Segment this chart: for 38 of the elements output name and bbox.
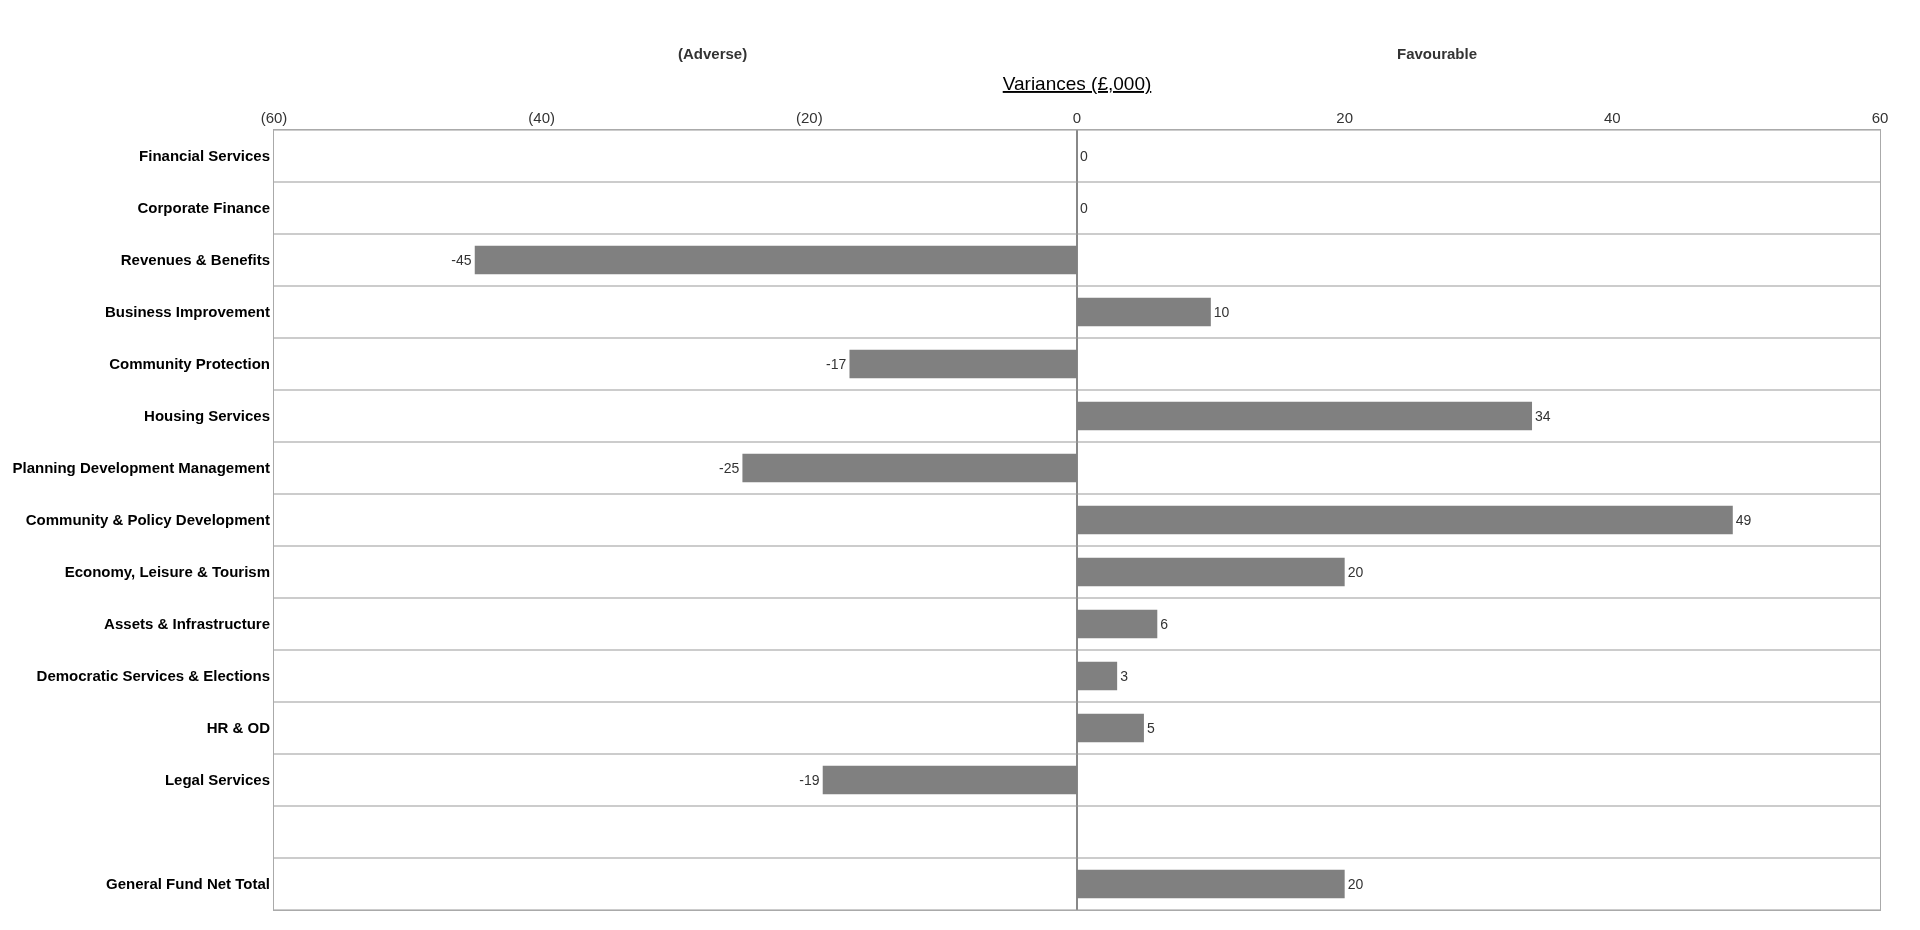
data-label: -25: [718, 460, 740, 476]
chart-title: Variances (£,000): [1002, 73, 1152, 94]
data-label: 0: [1080, 200, 1088, 216]
y-tick-label: General Fund Net Total: [106, 875, 270, 893]
y-tick-label: Community Protection: [109, 355, 270, 373]
x-tick-label: (40): [528, 109, 556, 126]
data-label: 5: [1146, 720, 1155, 736]
y-tick-label: Legal Services: [164, 771, 270, 789]
text: (Adverse): [678, 45, 748, 62]
data-label: 10: [1213, 304, 1230, 320]
y-tick-label: Democratic Services & Elections: [36, 667, 270, 685]
x-tick-label: (60): [260, 109, 288, 126]
y-tick-label: Planning Development Management: [12, 459, 270, 477]
x-tick-label: 0: [1072, 109, 1082, 126]
data-label: 0: [1080, 148, 1088, 164]
y-tick-label: Corporate Finance: [137, 199, 270, 217]
data-label: 20: [1347, 876, 1364, 892]
y-tick-label: Housing Services: [144, 407, 270, 425]
data-label: -19: [799, 772, 820, 788]
x-tick-label: 60: [1871, 109, 1889, 126]
data-label: 49: [1735, 512, 1752, 528]
data-label: 3: [1120, 668, 1129, 684]
data-label: 20: [1347, 564, 1364, 580]
y-tick-label: HR & OD: [206, 719, 271, 737]
text: Favourable: [1397, 45, 1478, 62]
data-label: 6: [1160, 616, 1169, 632]
y-tick-label: Revenues & Benefits: [120, 251, 270, 269]
data-label: 34: [1535, 408, 1551, 424]
data-label: -17: [826, 356, 847, 372]
x-tick-label: (20): [795, 109, 823, 126]
data-label: -45: [451, 252, 472, 268]
y-tick-label: Financial Services: [139, 147, 270, 165]
y-tick-label: Business Improvement: [104, 303, 270, 321]
x-tick-label: 40: [1603, 109, 1621, 126]
y-tick-label: Economy, Leisure & Tourism: [64, 563, 270, 581]
y-tick-label: Assets & Infrastructure: [104, 615, 270, 633]
y-tick-label: Community & Policy Development: [25, 511, 270, 529]
x-tick-label: 20: [1336, 109, 1354, 126]
